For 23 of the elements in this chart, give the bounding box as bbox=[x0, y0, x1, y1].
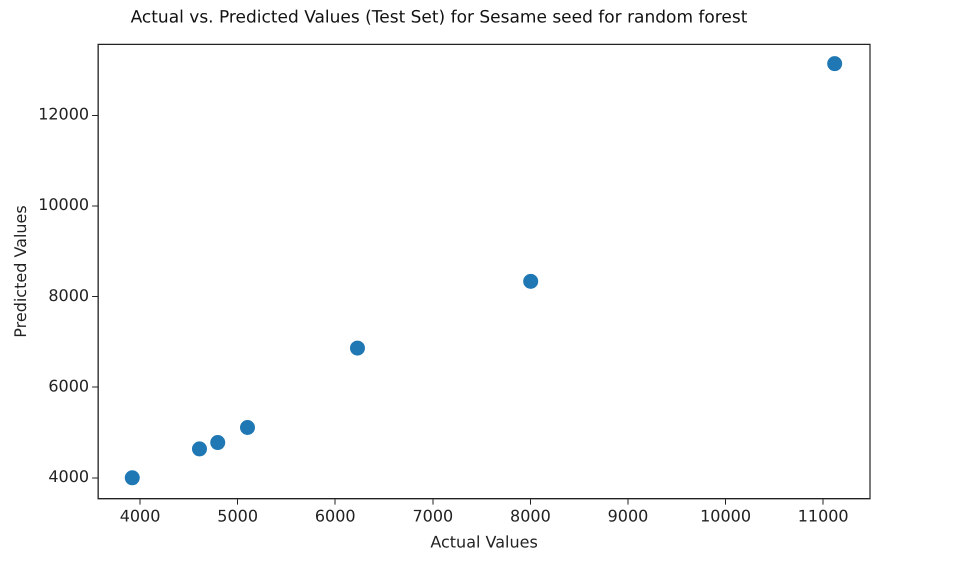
x-tick-label: 6000 bbox=[314, 506, 356, 526]
point bbox=[350, 340, 365, 356]
x-tick-label: 10000 bbox=[700, 506, 752, 526]
y-tick-label: 6000 bbox=[48, 376, 90, 396]
x-tick-label: 4000 bbox=[120, 506, 160, 526]
y-tick-label: 12000 bbox=[38, 104, 90, 124]
point bbox=[210, 435, 226, 450]
x-tick-label: 5000 bbox=[217, 506, 258, 526]
x-tick-label: 11000 bbox=[798, 506, 849, 526]
point bbox=[192, 441, 207, 456]
y-tick-label: 8000 bbox=[48, 286, 90, 305]
y-axis-title: Predicted Values bbox=[10, 205, 30, 338]
x-tick-label: 9000 bbox=[608, 506, 648, 526]
y-tick-label: 10000 bbox=[38, 195, 90, 214]
chart-title: Actual vs. Predicted Values (Test Set) for Sesame seed for random forest bbox=[130, 8, 748, 28]
y-tick-label: 4000 bbox=[48, 466, 90, 486]
point bbox=[240, 420, 255, 436]
point bbox=[523, 274, 538, 289]
point bbox=[827, 56, 842, 72]
point bbox=[124, 470, 140, 486]
x-tick-label: 7000 bbox=[412, 506, 454, 526]
x-axis-title: Actual Values bbox=[430, 532, 538, 552]
x-tick-label: 8000 bbox=[510, 506, 551, 526]
